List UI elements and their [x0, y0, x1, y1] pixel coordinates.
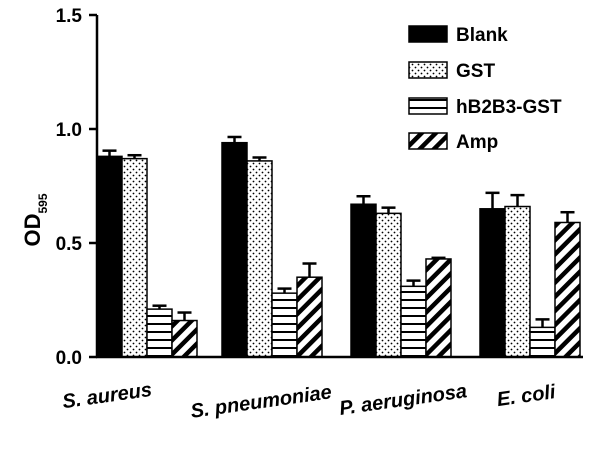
legend-label-amp: Amp [456, 132, 498, 153]
error-bar-hb2b3-gst-s-aureus [152, 304, 167, 310]
y-tick-label-3: 1.5 [56, 6, 83, 27]
error-bar-blank-e-coli [485, 191, 500, 209]
category-label-2: P. aeruginosa [338, 380, 468, 420]
bar-blank-e-coli [479, 208, 506, 358]
bar-gst-p-aeruginosa [375, 212, 402, 358]
svg-text:OD595: OD595 [20, 193, 50, 246]
error-bar-gst-s-aureus [127, 153, 142, 159]
bar-amp-e-coli [554, 221, 581, 358]
category-label-1: S. pneumoniae [189, 381, 333, 423]
error-bar-hb2b3-gst-p-aeruginosa [406, 279, 421, 287]
error-bar-gst-s-pneumoniae [252, 156, 267, 161]
bar-gst-e-coli [504, 205, 531, 358]
bar-blank-s-pneumoniae [221, 141, 248, 358]
bar-gst-s-pneumoniae [246, 160, 273, 358]
error-bar-blank-s-aureus [102, 149, 117, 157]
error-bar-gst-e-coli [510, 193, 525, 207]
y-tick-label-0: 0.0 [56, 348, 82, 369]
bar-hb2b3-gst-s-aureus [146, 308, 173, 358]
y-axis-title-text: OD [20, 214, 45, 247]
y-tick-label-1: 0.5 [56, 234, 83, 255]
error-bar-amp-s-pneumoniae [302, 262, 317, 278]
error-bar-amp-e-coli [560, 210, 575, 223]
y-axis-title: OD595 [20, 193, 50, 246]
legend-label-hb2b3-gst: hB2B3-GST [456, 97, 562, 118]
legend: Blank GST hB2B3-GST Amp [408, 25, 562, 153]
bar-blank-s-aureus [96, 155, 123, 358]
error-bar-blank-p-aeruginosa [356, 195, 371, 205]
bar-amp-s-aureus [171, 319, 198, 358]
error-bar-blank-s-pneumoniae [227, 135, 242, 143]
error-bar-amp-s-aureus [177, 311, 192, 321]
y-tick-label-2: 1.0 [56, 120, 82, 141]
bar-hb2b3-gst-p-aeruginosa [400, 285, 427, 358]
error-bar-amp-p-aeruginosa [431, 256, 446, 260]
category-label-3: E. coli [495, 381, 557, 411]
bar-hb2b3-gst-e-coli [529, 326, 556, 358]
bar-gst-s-aureus [121, 157, 148, 358]
x-category-labels: S. aureus S. pneumoniae P. aeruginosa E.… [61, 379, 557, 423]
legend-label-blank: Blank [456, 25, 508, 46]
legend-swatch-blank [408, 25, 448, 43]
category-label-0: S. aureus [61, 379, 153, 413]
error-bar-gst-p-aeruginosa [381, 206, 396, 214]
error-bar-hb2b3-gst-e-coli [535, 318, 550, 328]
legend-swatch-gst [408, 61, 448, 79]
bar-amp-p-aeruginosa [425, 258, 452, 358]
legend-swatch-hb2b3-gst [408, 97, 448, 115]
y-ticks: 0.0 0.5 1.0 1.5 [56, 6, 97, 369]
error-bar-hb2b3-gst-s-pneumoniae [277, 287, 292, 294]
legend-label-gst: GST [456, 61, 495, 82]
bar-amp-s-pneumoniae [296, 276, 323, 358]
y-axis-title-subscript: 595 [36, 193, 50, 213]
bars-group [96, 135, 581, 358]
bar-hb2b3-gst-s-pneumoniae [271, 292, 298, 358]
legend-swatch-amp [408, 132, 448, 150]
bar-blank-p-aeruginosa [350, 203, 377, 358]
